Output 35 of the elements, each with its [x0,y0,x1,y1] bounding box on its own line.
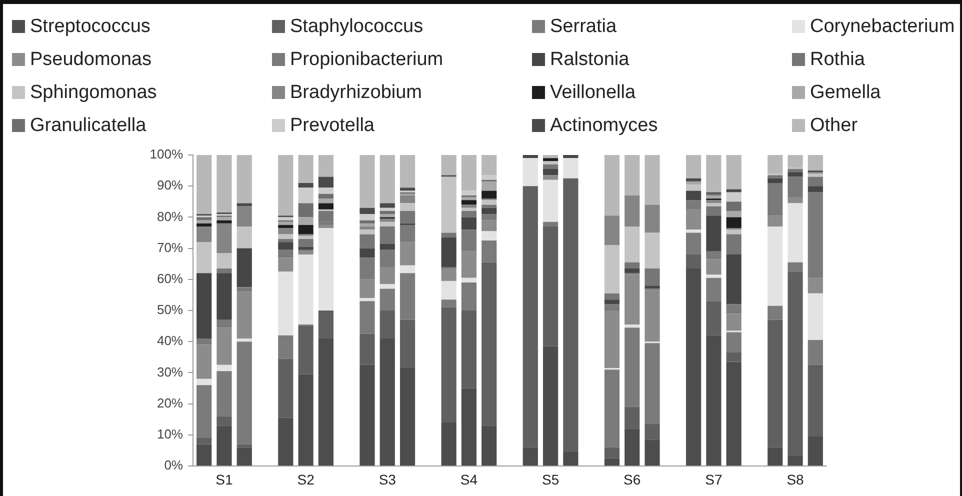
legend-label: Prevotella [290,114,374,136]
x-tick-label: S6 [624,471,641,488]
y-tick-label: 10% [156,426,184,442]
legend-label: Serratia [550,16,617,38]
x-tick-label: S3 [378,471,396,488]
y-tick-label: 30% [156,364,184,380]
x-tick-label: S5 [542,471,560,488]
y-tick-label: 100% [150,146,184,162]
legend-label: Staphylococcus [290,16,424,38]
legend-label: Other [810,114,858,136]
y-tick-label: 0% [164,458,184,473]
legend-label: Rothia [810,48,865,70]
legend-label: Pseudomonas [30,48,152,70]
x-tick-label: S2 [297,471,315,488]
legend-label: Streptococcus [30,16,150,38]
y-tick-label: 60% [156,270,184,286]
x-tick-label: S4 [460,471,478,488]
y-tick-label: 20% [156,395,184,410]
legend-label: Actinomyces [550,114,658,136]
legend-label: Veillonella [550,82,636,104]
y-tick-label: 50% [156,302,184,318]
y-tick-label: 90% [156,178,184,193]
legend-label: Bradyrhizobium [290,82,422,104]
legend-label: Sphingomonas [30,82,157,104]
legend-label: Gemella [810,82,881,104]
x-tick-label: S1 [216,471,233,488]
legend-label: Propionibacterium [290,48,444,70]
y-tick-label: 80% [156,208,184,224]
y-tick-label: 40% [156,333,184,348]
legend-label: Ralstonia [550,48,630,70]
x-tick-label: S7 [705,471,722,488]
x-tick-label: S8 [786,471,804,488]
y-tick-label: 70% [156,240,184,255]
legend-label: Corynebacterium [810,16,955,38]
legend-label: Granulicatella [30,114,146,136]
